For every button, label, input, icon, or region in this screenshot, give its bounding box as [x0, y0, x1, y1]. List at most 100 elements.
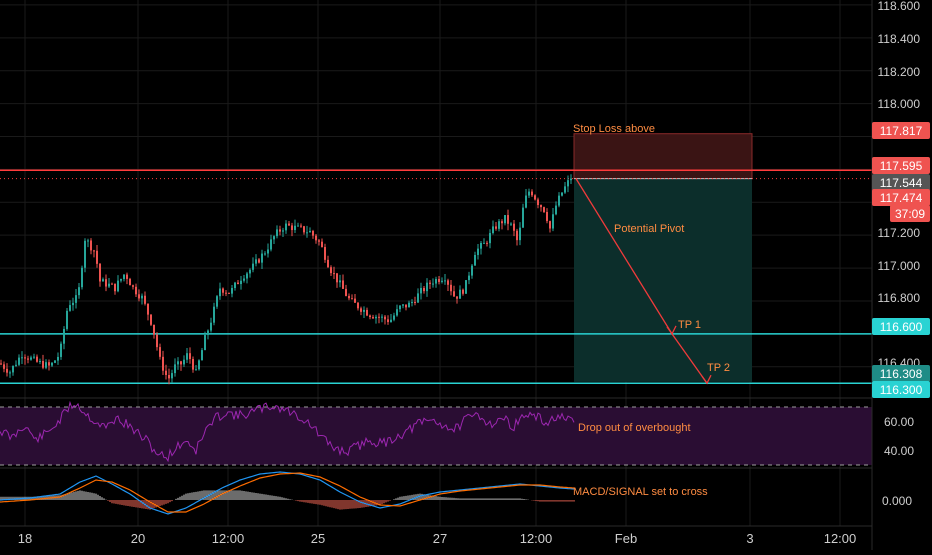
price-tick: 118.200: [878, 65, 921, 79]
candle-body: [330, 267, 332, 274]
candle-body: [336, 273, 338, 283]
candle-body: [297, 225, 299, 227]
candle-body: [375, 316, 377, 319]
candle-body: [543, 207, 545, 212]
target-zone[interactable]: [574, 178, 752, 382]
tp1-label[interactable]: TP 1: [678, 319, 701, 331]
candle-body: [168, 374, 170, 379]
candle-body: [150, 314, 152, 325]
candle: [141, 293, 143, 305]
candle: [225, 290, 227, 297]
stop-loss-label[interactable]: Stop Loss above: [573, 123, 655, 135]
tp2-label[interactable]: TP 2: [707, 362, 730, 374]
candle: [426, 278, 428, 297]
candle-body: [186, 353, 188, 360]
candle: [468, 271, 470, 285]
candle: [288, 221, 290, 226]
candle: [171, 369, 173, 383]
price-badge-label: 116.308: [880, 367, 923, 381]
candle: [513, 219, 515, 237]
candle: [213, 302, 215, 326]
candle-body: [459, 289, 461, 299]
candle: [414, 296, 416, 306]
candle-body: [492, 226, 494, 234]
candle-body: [21, 357, 23, 359]
price-badge: 116.600: [872, 318, 930, 335]
candle-body: [342, 280, 344, 289]
candle-body: [516, 230, 518, 241]
candle-body: [153, 324, 155, 335]
rsi-note[interactable]: Drop out of overbought: [578, 422, 691, 434]
candle: [420, 282, 422, 300]
candle-body: [18, 357, 20, 365]
candle-body: [420, 287, 422, 294]
candle-body: [570, 178, 572, 181]
horizontal-levels[interactable]: [0, 169, 872, 384]
candle-body: [387, 319, 389, 323]
candle-body: [90, 240, 92, 251]
candle: [441, 277, 443, 284]
candle-body: [327, 259, 329, 268]
candle: [174, 358, 176, 377]
candle-body: [117, 280, 119, 292]
candle: [45, 359, 47, 370]
candle-body: [177, 361, 179, 365]
rsi-line: [0, 400, 575, 463]
price-badge-bg: [872, 122, 930, 139]
candle: [6, 363, 8, 377]
candle: [36, 354, 38, 363]
candle-body: [396, 309, 398, 316]
macd-note[interactable]: MACD/SIGNAL set to cross: [573, 486, 708, 498]
candle-body: [36, 356, 38, 362]
candle-body: [549, 221, 551, 229]
candle: [261, 249, 263, 269]
candle-body: [312, 230, 314, 236]
candle-body: [471, 265, 473, 276]
candle: [69, 300, 71, 312]
candle-body: [285, 223, 287, 231]
candle-body: [75, 295, 77, 303]
candle-body: [462, 289, 464, 294]
stop-loss-zone[interactable]: [573, 133, 753, 180]
candle: [75, 289, 77, 309]
candle-body: [42, 360, 44, 368]
candle: [558, 192, 560, 208]
candle: [570, 174, 572, 184]
position-boxes[interactable]: [573, 133, 753, 382]
candle: [387, 315, 389, 325]
candle-body: [351, 298, 353, 300]
candle: [54, 359, 56, 364]
candle: [501, 219, 503, 230]
candle-body: [567, 180, 569, 187]
price-badge-label: 117.817: [880, 124, 923, 138]
macd-tick: 0.000: [882, 494, 912, 508]
candle: [78, 282, 80, 299]
candle-body: [372, 317, 374, 319]
candle-body: [240, 280, 242, 285]
candle: [195, 364, 197, 371]
candle: [357, 301, 359, 311]
candle: [369, 314, 371, 320]
candle: [363, 306, 365, 319]
annotations[interactable]: Stop Loss above Potential Pivot TP 1 TP …: [573, 123, 730, 498]
candle: [567, 175, 569, 193]
candle: [519, 222, 521, 246]
projection-arrows[interactable]: [575, 178, 712, 385]
tp2-arrowhead[interactable]: [701, 374, 712, 385]
price-badge: 116.300: [872, 381, 930, 398]
tp1-arrowhead[interactable]: [666, 325, 677, 336]
candle-body: [141, 295, 143, 299]
candle-body: [495, 226, 497, 229]
candle-body: [384, 316, 386, 320]
candle: [273, 235, 275, 245]
pivot-label[interactable]: Potential Pivot: [614, 223, 684, 235]
candle: [126, 272, 128, 285]
price-badge-label: 117.544: [880, 176, 923, 190]
candle: [498, 218, 500, 232]
candle: [33, 353, 35, 359]
candle-body: [192, 358, 194, 370]
candle-body: [399, 305, 401, 310]
candle: [51, 361, 53, 368]
